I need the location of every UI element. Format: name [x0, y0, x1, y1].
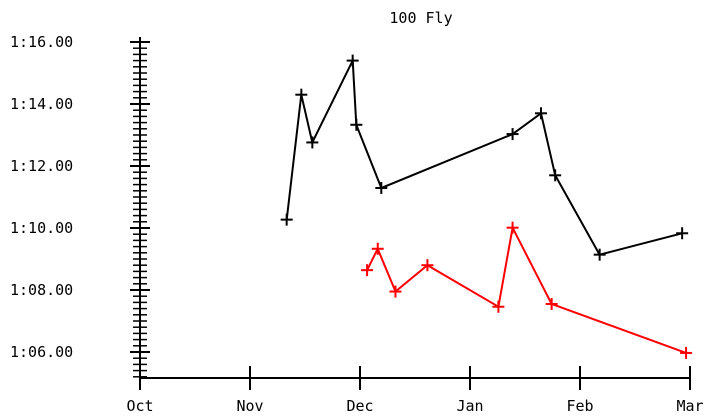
data-point-marker	[506, 221, 519, 234]
series-layer	[280, 54, 693, 359]
series-line	[366, 224, 687, 354]
data-point-marker	[593, 248, 606, 261]
data-point-marker	[506, 128, 519, 141]
y-tick-label: 1:16.00	[10, 33, 73, 51]
data-point-marker	[680, 346, 693, 359]
axes	[130, 37, 691, 390]
x-tick-label: Feb	[566, 397, 593, 415]
x-tick-label: Oct	[126, 397, 153, 415]
y-tick-labels: 1:06.00 1:08.00 1:10.00 1:12.00 1:14.00 1:16.…	[10, 33, 73, 361]
y-tick-label: 1:14.00	[10, 95, 73, 113]
data-point-marker	[295, 88, 308, 101]
data-point-marker	[350, 118, 363, 131]
y-tick-label: 1:06.00	[10, 343, 73, 361]
series-line	[285, 56, 683, 256]
x-tick-labels: Oct Nov Dec Jan Feb Mar	[126, 397, 703, 415]
chart-title: 100 Fly	[389, 9, 452, 27]
data-point-marker	[421, 259, 434, 272]
data-point-marker	[676, 227, 689, 240]
data-point-marker	[545, 297, 558, 310]
y-tick-label: 1:12.00	[10, 157, 73, 175]
x-tick-label: Nov	[236, 397, 263, 415]
series-2	[361, 221, 693, 359]
data-point-marker	[375, 182, 388, 195]
data-point-marker	[346, 54, 359, 67]
series-1	[280, 54, 689, 261]
x-tick-label: Dec	[346, 397, 373, 415]
data-point-marker	[361, 264, 374, 277]
data-point-marker	[549, 169, 562, 182]
x-tick-label: Mar	[676, 397, 703, 415]
data-point-marker	[534, 107, 547, 120]
y-tick-label: 1:08.00	[10, 281, 73, 299]
data-point-marker	[280, 213, 293, 226]
data-point-marker	[371, 242, 384, 255]
data-point-marker	[306, 136, 319, 149]
data-point-marker	[389, 285, 402, 298]
data-point-marker	[492, 300, 505, 313]
x-tick-label: Jan	[456, 397, 483, 415]
y-tick-label: 1:10.00	[10, 219, 73, 237]
